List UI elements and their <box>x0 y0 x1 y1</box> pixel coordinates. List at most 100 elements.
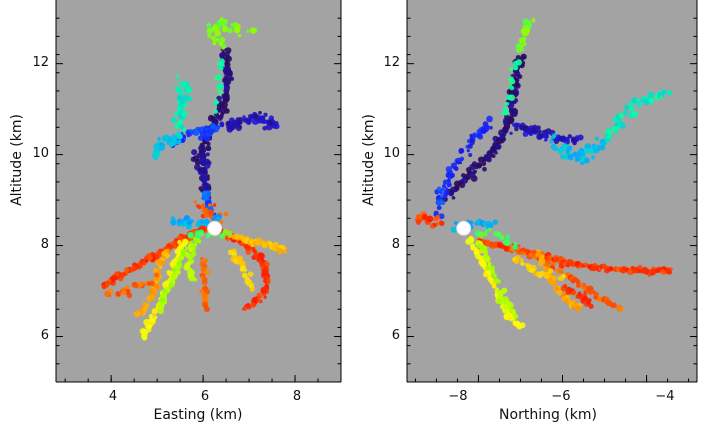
right-source-point <box>496 298 503 305</box>
right-source-point <box>645 268 650 274</box>
left-source-point <box>176 86 183 92</box>
left-source-point <box>115 291 121 297</box>
left-source-point <box>176 139 182 145</box>
left-source-point <box>258 110 262 115</box>
left-source-point <box>209 122 216 130</box>
left-source-point <box>256 237 263 245</box>
right-source-point <box>463 175 468 180</box>
right-source-point <box>483 232 488 237</box>
right-source-point <box>515 59 522 66</box>
right-source-point <box>557 267 563 273</box>
left-source-point <box>203 306 210 313</box>
right-source-point <box>577 134 584 141</box>
right-source-point <box>520 261 525 266</box>
right-source-point <box>485 266 490 271</box>
right-source-point <box>582 296 589 302</box>
left-source-point <box>191 149 198 156</box>
right-source-point <box>435 221 440 226</box>
left-source-point <box>218 65 224 71</box>
left-source-point <box>146 254 153 261</box>
left-source-point <box>213 116 218 121</box>
right-source-point <box>483 154 488 159</box>
left-source-point <box>276 247 284 255</box>
right-source-point <box>433 210 439 216</box>
right-source-point <box>575 305 582 312</box>
left-source-point <box>149 280 155 287</box>
right-source-point <box>553 138 560 145</box>
right-source-point <box>552 133 557 138</box>
right-source-point <box>507 116 515 124</box>
left-source-point <box>199 167 207 174</box>
left-source-point <box>172 274 178 280</box>
left-source-point <box>229 70 233 75</box>
right-source-point <box>484 228 489 233</box>
right-point-cloud <box>415 18 673 330</box>
right-source-point <box>482 249 489 255</box>
right-source-point <box>511 88 519 95</box>
left-ytick-label: 8 <box>41 237 49 252</box>
left-source-point <box>121 287 127 293</box>
right-ytick-label: 6 <box>392 328 400 343</box>
right-source-point <box>593 147 600 154</box>
left-source-point <box>137 281 144 288</box>
right-ytick-label: 12 <box>383 55 400 70</box>
right-source-point <box>529 267 535 274</box>
right-source-point <box>578 149 584 154</box>
right-source-point <box>469 136 476 143</box>
right-source-point <box>513 258 520 265</box>
right-source-point <box>575 282 581 288</box>
right-source-point <box>538 274 542 279</box>
left-source-point <box>199 142 205 148</box>
right-source-point <box>509 131 513 135</box>
right-source-point <box>436 197 441 201</box>
left-source-point <box>223 18 228 24</box>
right-source-point <box>458 147 465 154</box>
left-source-point <box>263 295 267 300</box>
left-source-point <box>217 82 224 90</box>
right-source-point <box>442 184 447 189</box>
left-source-point <box>214 98 218 102</box>
left-source-point <box>158 265 163 270</box>
right-source-point <box>562 283 568 289</box>
right-source-point <box>417 214 423 220</box>
right-source-point <box>590 155 596 160</box>
right-source-point <box>556 289 563 296</box>
right-source-point <box>548 268 554 274</box>
right-source-point <box>421 213 428 220</box>
right-source-point <box>520 53 527 60</box>
right-source-point <box>583 147 591 154</box>
left-source-point <box>142 302 147 307</box>
right-source-point <box>549 279 557 287</box>
left-source-point <box>207 114 215 122</box>
left-source-point <box>176 94 184 102</box>
right-source-point <box>489 265 495 271</box>
left-source-point <box>216 95 222 102</box>
right-ytick-label: 10 <box>383 146 400 161</box>
left-point-cloud <box>101 17 288 341</box>
right-initiation-marker <box>456 220 472 236</box>
right-source-point <box>492 284 497 289</box>
left-source-point <box>188 96 193 100</box>
left-source-point <box>197 239 202 244</box>
left-source-point <box>188 132 193 137</box>
left-source-point <box>162 281 169 289</box>
right-xtick-label: −6 <box>551 389 570 404</box>
right-source-point <box>436 205 442 211</box>
right-source-point <box>522 42 527 47</box>
right-source-point <box>551 275 557 281</box>
right-source-point <box>528 252 533 257</box>
left-source-point <box>175 74 180 79</box>
left-source-point <box>177 240 182 245</box>
right-source-point <box>473 169 477 174</box>
right-source-point <box>592 265 598 271</box>
left-source-point <box>188 275 196 282</box>
right-xtick-label: −8 <box>448 389 467 404</box>
right-source-point <box>599 138 606 145</box>
right-source-point <box>515 54 521 61</box>
right-source-point <box>506 94 513 101</box>
right-source-point <box>631 97 638 104</box>
right-source-point <box>618 113 625 119</box>
right-source-point <box>531 126 538 134</box>
right-source-point <box>476 219 481 224</box>
right-source-point <box>594 136 599 141</box>
